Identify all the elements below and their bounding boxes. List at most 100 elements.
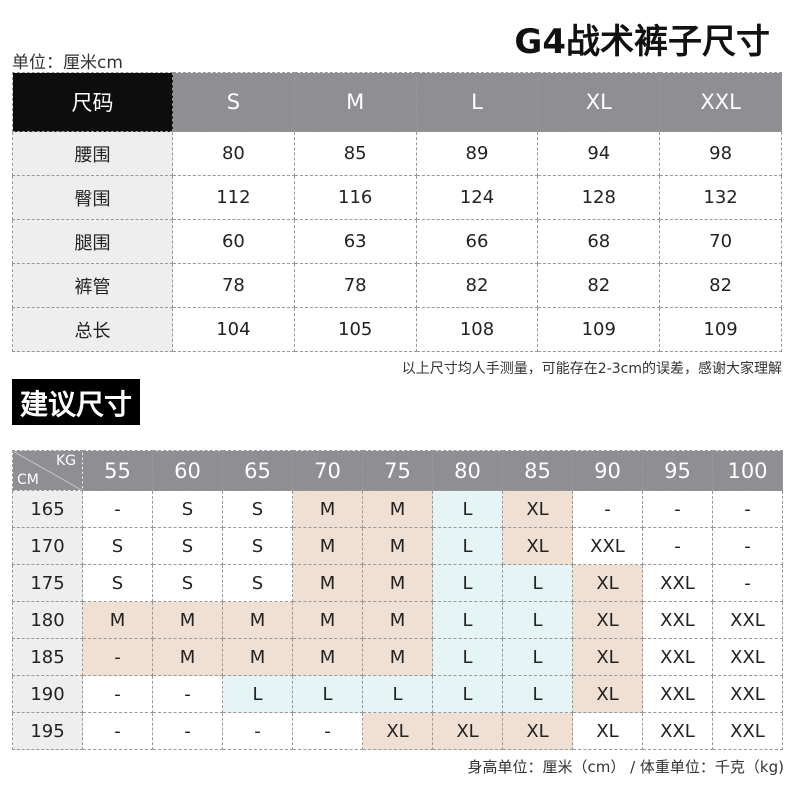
size-cell: XXL	[712, 601, 783, 639]
size-cell: XL	[432, 712, 503, 750]
measurement-cell: 66	[415, 219, 539, 264]
measurement-cell: 82	[537, 263, 661, 308]
row-label: 腿围	[12, 219, 173, 264]
size-cell: -	[82, 490, 153, 528]
size-cell: S	[82, 527, 153, 565]
measurement-cell: 68	[537, 219, 661, 264]
size-cell: L	[432, 601, 503, 639]
size-cell: XL	[502, 490, 573, 528]
size-header: L	[415, 72, 539, 132]
size-cell: XXL	[572, 527, 643, 565]
table-row: 190- - L L L L L XL XXL XXL	[12, 675, 783, 713]
corner-cm: CM	[17, 472, 39, 488]
measurement-cell: 70	[659, 219, 782, 264]
size-cell: -	[642, 527, 713, 565]
size-cell: XXL	[712, 638, 783, 676]
size-cell: XL	[572, 601, 643, 639]
size-cell: -	[712, 564, 783, 602]
measurement-cell: 94	[537, 131, 661, 176]
height-label: 165	[12, 490, 83, 528]
page-title: G4战术裤子尺寸	[514, 22, 770, 62]
size-header: XXL	[659, 72, 782, 132]
table-row: 臀围 112 116 124 128 132	[12, 175, 782, 220]
size-cell: L	[432, 675, 503, 713]
height-label: 190	[12, 675, 83, 713]
measurement-cell: 78	[293, 263, 417, 308]
size-cell: S	[222, 490, 293, 528]
measurement-cell: 108	[415, 307, 539, 352]
size-cell: -	[82, 638, 153, 676]
size-cell: S	[222, 527, 293, 565]
size-cell: M	[292, 490, 363, 528]
weight-header: 90	[572, 450, 643, 491]
measurement-cell: 78	[172, 263, 295, 308]
weight-header: 85	[502, 450, 573, 491]
weight-header: 95	[642, 450, 713, 491]
size-cell: M	[152, 601, 223, 639]
row-label: 臀围	[12, 175, 173, 220]
size-cell: XL	[502, 527, 573, 565]
size-cell: L	[362, 675, 433, 713]
size-cell: XXL	[712, 675, 783, 713]
size-cell: XL	[502, 712, 573, 750]
size-header: XL	[537, 72, 661, 132]
size-cell: L	[502, 564, 573, 602]
size-cell: XXL	[642, 601, 713, 639]
size-cell: M	[152, 638, 223, 676]
size-cell: S	[152, 564, 223, 602]
size-cell: M	[292, 527, 363, 565]
size-cell: M	[292, 638, 363, 676]
row-label: 总长	[12, 307, 173, 352]
size-cell: XXL	[642, 712, 713, 750]
size-cell: XXL	[642, 638, 713, 676]
weight-header: 70	[292, 450, 363, 491]
size-cell: L	[222, 675, 293, 713]
size-cell: XL	[572, 638, 643, 676]
measurement-note: 以上尺寸均人手测量，可能存在2-3cm的误差，感谢大家理解	[401, 361, 782, 377]
size-cell: M	[82, 601, 153, 639]
table-row: 170 S S S M M L XL XXL - -	[12, 527, 783, 565]
size-cell: S	[152, 490, 223, 528]
size-cell: -	[292, 712, 363, 750]
measurement-cell: 82	[659, 263, 782, 308]
weight-header: 100	[712, 450, 783, 491]
weight-header: 55	[82, 450, 153, 491]
size-cell: L	[502, 601, 573, 639]
height-label: 180	[12, 601, 83, 639]
size-cell: XL	[572, 675, 643, 713]
size-cell: S	[82, 564, 153, 602]
table-row: 195- - - - XL XL XL XL XXL XXL	[12, 712, 783, 750]
size-cell: M	[362, 638, 433, 676]
measurement-cell: 89	[415, 131, 539, 176]
units-footer: 身高单位：厘米（cm） / 体重单位：千克（kg)	[467, 758, 784, 776]
corner-cell: KG CM	[12, 450, 83, 491]
size-cell: M	[362, 564, 433, 602]
size-cell: S	[222, 564, 293, 602]
size-table: 尺码 S M L XL XXL 腰围 80 85 89 94 98 臀围 112 116 124 128 132…	[12, 72, 782, 352]
table-row: 裤管 78 78 82 82 82	[12, 263, 782, 308]
measurement-cell: 112	[172, 175, 295, 220]
recommend-table: KG CM 55 60 65 70 75 80 85 90 95 100 165- S S M M L XL - - -…	[12, 450, 783, 750]
size-cell: XXL	[642, 675, 713, 713]
weight-header: 60	[152, 450, 223, 491]
size-cell: L	[432, 527, 503, 565]
weight-header: 80	[432, 450, 503, 491]
measurement-cell: 80	[172, 131, 295, 176]
unit-label: 单位：厘米cm	[12, 53, 123, 73]
size-cell: S	[152, 527, 223, 565]
table-row: 175 S S S M M L L XL XXL -	[12, 564, 783, 602]
measurement-cell: 109	[659, 307, 782, 352]
table-row: 腰围 80 85 89 94 98	[12, 131, 782, 176]
size-cell: M	[222, 638, 293, 676]
size-cell: -	[152, 675, 223, 713]
size-cell: -	[82, 712, 153, 750]
size-cell: M	[362, 601, 433, 639]
size-cell: M	[222, 601, 293, 639]
measurement-cell: 132	[659, 175, 782, 220]
table-row: 腿围 60 63 66 68 70	[12, 219, 782, 264]
section-title: 建议尺寸	[12, 379, 141, 425]
measurement-cell: 98	[659, 131, 782, 176]
size-cell: -	[222, 712, 293, 750]
height-label: 175	[12, 564, 83, 602]
size-cell: L	[432, 638, 503, 676]
